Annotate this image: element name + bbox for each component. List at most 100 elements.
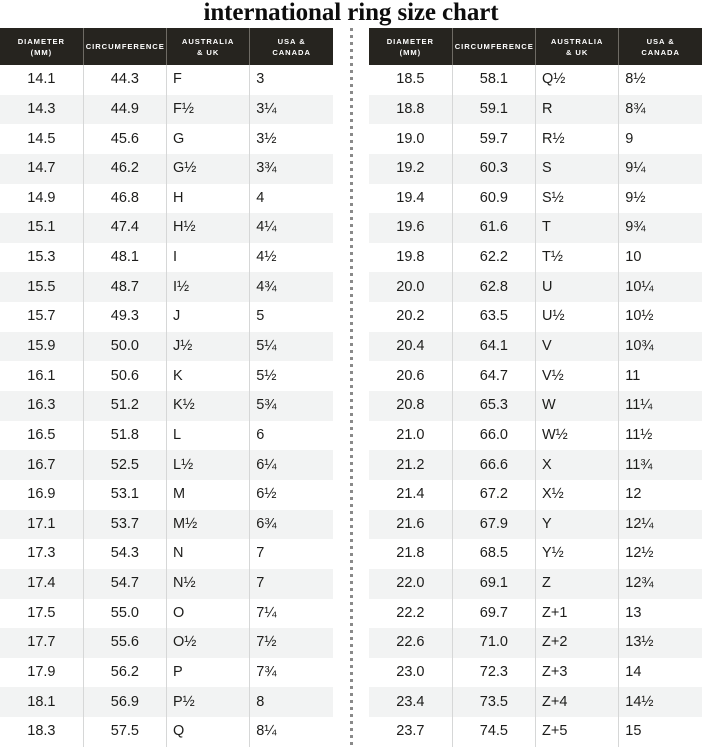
cell-usa-canada: 7 [249, 539, 333, 569]
table-row: 21.8 68.5 Y½ 12½ [369, 539, 702, 569]
cell-australia-uk: H [166, 183, 251, 214]
cell-circumference: 69.1 [452, 568, 537, 599]
cell-diameter: 15.5 [0, 272, 84, 303]
cell-usa-canada: 9¾ [618, 213, 702, 243]
cell-circumference: 62.8 [452, 272, 537, 303]
cell-diameter: 22.0 [369, 568, 453, 599]
ring-size-table-left: DIAMETER (mm) CIRCUMFERENCE AUSTRALIA & … [0, 28, 333, 747]
cell-australia-uk: Z+3 [535, 657, 620, 688]
cell-usa-canada: 8¾ [618, 94, 702, 125]
table-row: 14.7 46.2 G½ 3¾ [0, 153, 333, 184]
cell-australia-uk: R [535, 94, 620, 125]
cell-usa-canada: 15 [618, 717, 702, 747]
cell-usa-canada: 4 [249, 183, 333, 214]
cell-australia-uk: V½ [535, 361, 620, 392]
cell-circumference: 50.0 [83, 331, 168, 362]
cell-diameter: 16.5 [0, 420, 84, 451]
cell-usa-canada: 9½ [618, 183, 702, 214]
cell-diameter: 18.8 [369, 94, 453, 125]
cell-usa-canada: 11¼ [618, 391, 702, 421]
table-row: 20.4 64.1 V 10¾ [369, 331, 702, 362]
cell-circumference: 56.2 [83, 657, 168, 688]
cell-diameter: 20.8 [369, 391, 453, 421]
table-header-right: DIAMETER (mm) CIRCUMFERENCE AUSTRALIA & … [369, 28, 702, 65]
table-row: 16.1 50.6 K 5½ [0, 361, 333, 392]
cell-circumference: 47.4 [83, 213, 168, 243]
cell-usa-canada: 9 [618, 124, 702, 154]
cell-usa-canada: 5¾ [249, 391, 333, 421]
cell-usa-canada: 5½ [249, 361, 333, 392]
cell-diameter: 22.6 [369, 628, 453, 658]
cell-usa-canada: 8½ [618, 65, 702, 95]
table-row: 14.1 44.3 F 3 [0, 65, 333, 95]
cell-circumference: 48.7 [83, 272, 168, 303]
cell-diameter: 19.6 [369, 213, 453, 243]
cell-usa-canada: 3 [249, 65, 333, 95]
cell-australia-uk: X [535, 450, 620, 480]
cell-diameter: 20.4 [369, 331, 453, 362]
cell-usa-canada: 7¼ [249, 598, 333, 629]
table-row: 18.5 58.1 Q½ 8½ [369, 65, 702, 95]
cell-usa-canada: 12¾ [618, 568, 702, 599]
cell-usa-canada: 10 [618, 242, 702, 273]
header-row: DIAMETER (mm) CIRCUMFERENCE AUSTRALIA & … [369, 28, 702, 65]
cell-circumference: 65.3 [452, 391, 537, 421]
cell-australia-uk: N [166, 539, 251, 569]
column-header-circumference: CIRCUMFERENCE [452, 28, 537, 65]
dotted-divider [350, 28, 353, 747]
table-row: 18.8 59.1 R 8¾ [369, 94, 702, 125]
table-row: 14.9 46.8 H 4 [0, 183, 333, 214]
cell-diameter: 19.0 [369, 124, 453, 154]
cell-usa-canada: 9¼ [618, 153, 702, 184]
cell-circumference: 46.2 [83, 153, 168, 184]
column-header-australia-uk: AUSTRALIA & UK [535, 28, 620, 65]
table-row: 17.1 53.7 M½ 6¾ [0, 509, 333, 540]
cell-usa-canada: 11½ [618, 420, 702, 451]
table-row: 17.9 56.2 P 7¾ [0, 657, 333, 688]
cell-circumference: 53.1 [83, 479, 168, 510]
column-header-diameter: DIAMETER (mm) [369, 28, 453, 65]
chart-title-bar: international ring size chart [0, 0, 702, 28]
cell-australia-uk: X½ [535, 479, 620, 510]
cell-australia-uk: Y½ [535, 539, 620, 569]
cell-circumference: 62.2 [452, 242, 537, 273]
cell-australia-uk: P [166, 657, 251, 688]
cell-diameter: 14.9 [0, 183, 84, 214]
cell-australia-uk: W½ [535, 420, 620, 451]
header-line-2: CANADA [272, 47, 311, 57]
page-title: international ring size chart [203, 0, 499, 26]
header-line-1: DIAMETER [386, 36, 434, 46]
cell-usa-canada: 10½ [618, 302, 702, 332]
cell-diameter: 19.8 [369, 242, 453, 273]
header-line-2: (mm) [399, 47, 422, 57]
cell-diameter: 14.7 [0, 153, 84, 184]
cell-australia-uk: K½ [166, 391, 251, 421]
cell-circumference: 55.6 [83, 628, 168, 658]
cell-diameter: 16.3 [0, 391, 84, 421]
table-row: 15.7 49.3 J 5 [0, 302, 333, 332]
cell-circumference: 67.9 [452, 509, 537, 540]
cell-diameter: 20.2 [369, 302, 453, 332]
cell-circumference: 44.9 [83, 94, 168, 125]
cell-australia-uk: N½ [166, 568, 251, 599]
cell-diameter: 22.2 [369, 598, 453, 629]
cell-diameter: 14.5 [0, 124, 84, 154]
table-row: 19.4 60.9 S½ 9½ [369, 183, 702, 214]
cell-usa-canada: 10¾ [618, 331, 702, 362]
cell-australia-uk: Z+2 [535, 628, 620, 658]
column-header-circumference: CIRCUMFERENCE [83, 28, 168, 65]
table-row: 16.5 51.8 L 6 [0, 420, 333, 451]
cell-diameter: 17.1 [0, 509, 84, 540]
cell-circumference: 68.5 [452, 539, 537, 569]
cell-diameter: 17.4 [0, 568, 84, 599]
cell-circumference: 63.5 [452, 302, 537, 332]
table-row: 23.0 72.3 Z+3 14 [369, 657, 702, 688]
cell-circumference: 71.0 [452, 628, 537, 658]
cell-australia-uk: L½ [166, 450, 251, 480]
table-row: 19.6 61.6 T 9¾ [369, 213, 702, 243]
cell-circumference: 54.7 [83, 568, 168, 599]
cell-usa-canada: 7½ [249, 628, 333, 658]
cell-diameter: 21.0 [369, 420, 453, 451]
table-row: 19.2 60.3 S 9¼ [369, 153, 702, 184]
cell-diameter: 18.5 [369, 65, 453, 95]
